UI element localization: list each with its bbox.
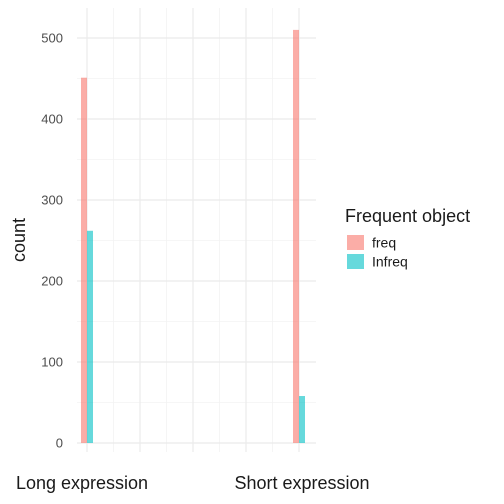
legend-label-infreq: Infreq [372, 254, 408, 270]
x-tick-labels: Long expression Short expression [16, 473, 370, 493]
y-tick-label: 0 [56, 436, 63, 451]
y-tick-label: 400 [41, 112, 63, 127]
y-tick-label: 200 [41, 274, 63, 289]
legend: Frequent object freq Infreq [345, 206, 470, 270]
legend-label-freq: freq [372, 235, 396, 251]
y-axis-title: count [9, 218, 29, 262]
x-tick-label: Long expression [16, 473, 148, 493]
legend-key-freq [347, 235, 364, 250]
major-gridlines [77, 8, 316, 452]
bar-freq-2 [293, 29, 299, 444]
x-tick-label: Short expression [234, 473, 369, 493]
y-tick-labels: 0 100 200 300 400 500 [41, 31, 63, 451]
bar-infreq-2 [299, 396, 305, 443]
y-tick-label: 500 [41, 31, 63, 46]
minor-gridlines [77, 8, 316, 452]
y-tick-label: 100 [41, 355, 63, 370]
bar-freq-1 [81, 77, 87, 443]
legend-items: freq Infreq [347, 235, 408, 270]
y-tick-label: 300 [41, 193, 63, 208]
bars [81, 29, 305, 444]
legend-title: Frequent object [345, 206, 470, 226]
legend-key-infreq [347, 254, 364, 269]
bar-infreq-1 [87, 230, 93, 443]
